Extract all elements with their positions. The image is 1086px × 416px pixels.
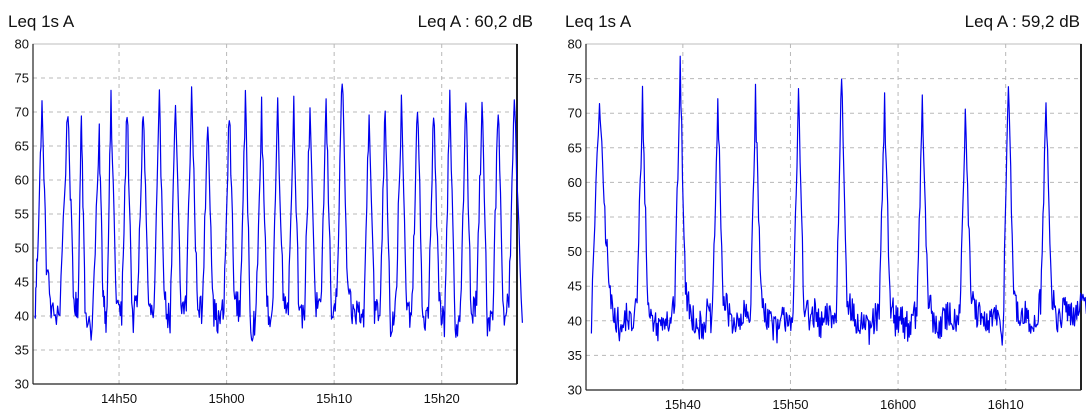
y-tick-label: 60 <box>568 175 582 190</box>
x-tick-label: 16h10 <box>988 397 1024 412</box>
chart-panel-left: 30 35 40 45 50 55 60 65 70 75 80 14h50 15h00 15h10 15h… <box>8 12 533 406</box>
y-tick-label: 45 <box>568 279 582 294</box>
x-tick-label: 15h20 <box>424 391 460 406</box>
x-tick-label: 15h10 <box>316 391 352 406</box>
y-tick-label: 65 <box>568 140 582 155</box>
chart-title-left: Leq 1s A <box>8 12 75 31</box>
y-tick-label: 55 <box>15 207 29 222</box>
chart-title-right: Leq 1s A <box>565 12 632 31</box>
leq-value-left: Leq A : 60,2 dB <box>417 12 533 31</box>
chart-panel-right: 30 35 40 45 50 55 60 65 70 75 80 15h40 15h50 16h00 16h… <box>543 0 1086 416</box>
y-tick-label: 45 <box>15 275 29 290</box>
y-tick-label: 70 <box>568 106 582 121</box>
y-tick-label: 50 <box>15 241 29 256</box>
y-tick-label: 40 <box>568 313 582 328</box>
y-tick-label: 60 <box>15 173 29 188</box>
chart-svg-left: 30 35 40 45 50 55 60 65 70 75 80 14h50 15h00 15h10 15h… <box>15 37 523 406</box>
x-tick-label: 14h50 <box>101 391 137 406</box>
y-tick-label: 40 <box>15 309 29 324</box>
y-tick-label: 35 <box>568 348 582 363</box>
leq-value-right: Leq A : 59,2 dB <box>964 12 1080 31</box>
x-tick-label: 15h40 <box>665 397 701 412</box>
y-tick-label: 55 <box>568 210 582 225</box>
x-tick-label: 16h00 <box>880 397 916 412</box>
y-tick-label: 75 <box>15 71 29 86</box>
x-tick-label: 15h50 <box>772 397 808 412</box>
y-tick-label: 65 <box>15 139 29 154</box>
chart-svg-right: 30 35 40 45 50 55 60 65 70 75 80 15h40 15h50 16h00 16h… <box>568 37 1086 412</box>
y-tick-label: 70 <box>15 105 29 120</box>
series-line <box>34 83 523 342</box>
y-tick-label: 35 <box>15 343 29 358</box>
series-line <box>590 55 1086 346</box>
y-tick-label: 80 <box>568 37 582 52</box>
y-tick-label: 30 <box>15 377 29 392</box>
y-tick-label: 80 <box>15 37 29 52</box>
y-tick-label: 75 <box>568 71 582 86</box>
y-tick-label: 30 <box>568 383 582 398</box>
y-tick-label: 50 <box>568 244 582 259</box>
x-tick-label: 15h00 <box>209 391 245 406</box>
